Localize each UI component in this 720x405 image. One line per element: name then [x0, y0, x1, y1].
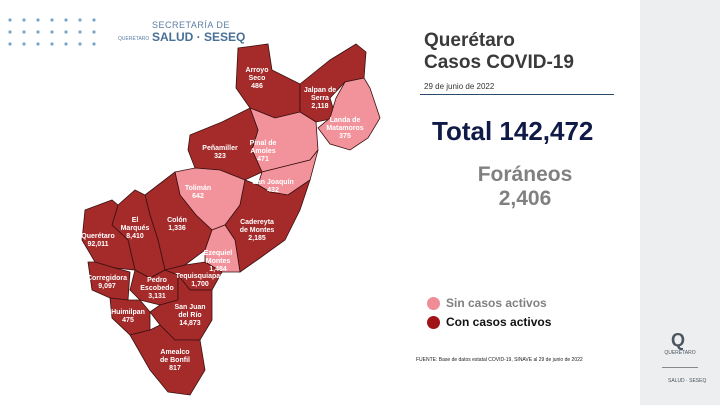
municipality-shape: [87, 261, 131, 301]
dot: [78, 42, 82, 46]
seseq-logo: SECRETARÍA DE SALUD · SESEQ: [152, 20, 245, 44]
logo-line1: SECRETARÍA DE: [152, 20, 230, 30]
page-title: Querétaro Casos COVID-19: [424, 30, 574, 74]
municipality: [204, 224, 241, 273]
municipality-label: Huimilpan 475: [111, 309, 145, 324]
municipality-shape: [235, 43, 301, 119]
dot: [8, 30, 12, 34]
decorative-dots: [8, 18, 96, 46]
total-cases: Total 142,472: [432, 116, 594, 146]
municipality-label: Cadereyta de Montes 2,185: [240, 219, 275, 242]
dot: [64, 42, 68, 46]
municipality: [87, 261, 131, 301]
date: 29 de junio de 2022: [424, 82, 495, 91]
foraneos-value: 2,406: [498, 187, 552, 210]
municipality-label: Querétaro 92,011: [81, 233, 114, 248]
logo-sub: QUERÉTARO: [118, 36, 150, 42]
queretaro-logo-text: QUERÉTARO: [664, 350, 696, 356]
municipality-label: Peñamiller 323: [202, 145, 238, 160]
queretaro-logo-mark: Q: [671, 330, 686, 350]
dot: [64, 30, 68, 34]
municipality: [129, 324, 206, 396]
municipality-shape: [204, 224, 241, 273]
municipality-shape: [81, 199, 136, 271]
dot: [8, 42, 12, 46]
municipality-label: Landa de Matamoros 375: [326, 117, 363, 140]
municipality-label: Tequisquiapan 1,700: [176, 273, 225, 288]
municipality: [81, 199, 136, 271]
dot: [36, 18, 40, 22]
dot: [92, 18, 96, 22]
divider: [420, 94, 614, 95]
legend-dot-inactive: [427, 296, 440, 310]
dot: [22, 18, 26, 22]
municipality-label: Colón 1,336: [167, 217, 187, 232]
dot: [50, 30, 54, 34]
municipality-label: Corregidora 9,097: [87, 275, 127, 290]
side-panel: [640, 0, 720, 405]
dot: [64, 18, 68, 22]
title-line1: Querétaro: [424, 30, 515, 51]
dot: [36, 42, 40, 46]
municipality-label: El Marqués 8,410: [121, 217, 150, 240]
dot: [78, 18, 82, 22]
municipality-label: San Joaquín 432: [252, 179, 294, 194]
source-note: FUENTE: Base de datos estatal COVID-19, …: [416, 357, 583, 363]
dot: [50, 42, 54, 46]
municipality-shape: [109, 297, 151, 336]
legend-label: Con casos activos: [446, 315, 552, 329]
seseq-side-logo: SALUD · SESEQ: [668, 378, 707, 384]
legend-active: Con casos activos: [427, 315, 551, 329]
title-line2: Casos COVID-19: [424, 52, 574, 73]
foraneos-label: Foráneos: [477, 163, 573, 186]
side-divider: [662, 367, 698, 368]
logo-line2: SALUD · SESEQ: [152, 30, 246, 44]
dot: [22, 42, 26, 46]
municipality-label: Pinal de Amoles 471: [250, 140, 277, 163]
legend-dot-active: [427, 315, 440, 329]
foraneos: Foráneos 2,406: [470, 163, 580, 211]
dot: [92, 42, 96, 46]
municipality-label: Ezequiel Montes 1,484: [204, 250, 232, 273]
dot: [36, 30, 40, 34]
municipality-label: Jalpan de Serra 2,118: [304, 87, 336, 110]
municipality-label: Tolimán 642: [185, 185, 211, 200]
dot: [8, 18, 12, 22]
municipality: [317, 77, 381, 151]
dot: [22, 30, 26, 34]
municipality-shape: [129, 324, 206, 396]
municipality-label: San Juan del Río 14,873: [174, 304, 205, 327]
municipality: [109, 297, 151, 336]
municipality-label: Pedro Escobedo 3,131: [140, 277, 173, 300]
legend: Sin casos activos Con casos activos: [427, 296, 551, 334]
legend-inactive: Sin casos activos: [427, 296, 551, 310]
municipality: [235, 43, 301, 119]
legend-label: Sin casos activos: [446, 296, 547, 310]
municipality-label: Amealco de Bonfil 817: [160, 349, 190, 372]
dot: [78, 30, 82, 34]
queretaro-map: Arroyo Seco 486 Jalpan de Serra 2,118 Landa de…: [81, 43, 381, 396]
municipality-label: Arroyo Seco 486: [246, 67, 269, 90]
municipality-shape: [317, 77, 381, 151]
dot: [50, 18, 54, 22]
dot: [92, 30, 96, 34]
